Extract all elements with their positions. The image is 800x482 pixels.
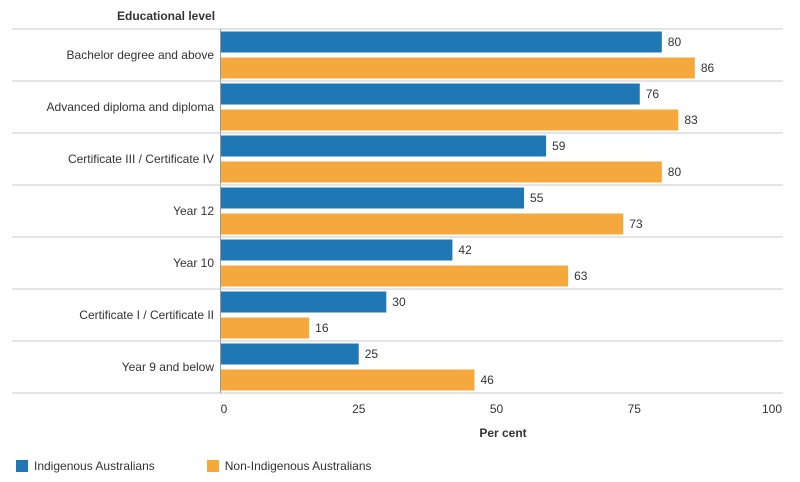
bar-non-indigenous-australians-certificate-iii-certificate-iv [221, 161, 662, 183]
category-label-bachelor-degree-and-above: Bachelor degree and above [67, 48, 215, 62]
value-label-non-indigenous-australians-year-10: 63 [574, 269, 588, 283]
value-label-non-indigenous-australians-certificate-iii-certificate-iv: 80 [668, 165, 682, 179]
x-tick-label-25: 25 [352, 402, 366, 416]
legend-label-indigenous: Indigenous Australians [34, 459, 155, 473]
bar-non-indigenous-australians-certificate-i-certificate-ii [221, 317, 310, 339]
value-label-non-indigenous-australians-certificate-i-certificate-ii: 16 [315, 321, 329, 335]
x-tick-label-50: 50 [490, 402, 504, 416]
value-label-non-indigenous-australians-year-12: 73 [629, 217, 643, 231]
bar-non-indigenous-australians-bachelor-degree-and-above [221, 57, 695, 79]
bar-layer: 80 86 76 83 59 80 55 73 42 63 30 16 25 46 [221, 31, 715, 391]
legend-item-non-indigenous: Non-Indigenous Australians [206, 459, 372, 473]
bar-indigenous-australians-bachelor-degree-and-above [221, 31, 662, 53]
x-tick-label-100: 100 [762, 402, 782, 416]
category-layer: Bachelor degree and above Advanced diplom… [12, 48, 783, 374]
x-tick-label-75: 75 [628, 402, 642, 416]
legend: Indigenous Australians Non-Indigenous Au… [16, 459, 372, 473]
legend-item-indigenous: Indigenous Australians [16, 459, 155, 473]
legend-label-non-indigenous: Non-Indigenous Australians [224, 459, 372, 473]
value-label-non-indigenous-australians-advanced-diploma-and-diploma: 83 [684, 113, 698, 127]
value-label-non-indigenous-australians-year-9-and-below: 46 [480, 373, 494, 387]
bar-indigenous-australians-year-12 [221, 187, 525, 209]
x-axis-title: Per cent [479, 426, 526, 440]
bar-indigenous-australians-year-9-and-below [221, 343, 359, 365]
bar-non-indigenous-australians-year-9-and-below [221, 369, 475, 391]
bar-non-indigenous-australians-year-12 [221, 213, 624, 235]
bar-non-indigenous-australians-advanced-diploma-and-diploma [221, 109, 679, 131]
x-tick-layer: 0 25 50 75 100 [221, 402, 783, 416]
category-label-certificate-iii-certificate-iv: Certificate III / Certificate IV [68, 152, 214, 166]
category-label-year-9-and-below: Year 9 and below [122, 360, 215, 374]
legend-swatch-indigenous [16, 460, 28, 472]
value-label-indigenous-australians-certificate-iii-certificate-iv: 59 [552, 139, 566, 153]
value-label-indigenous-australians-year-9-and-below: 25 [365, 347, 379, 361]
category-label-year-12: Year 12 [173, 204, 214, 218]
bar-indigenous-australians-advanced-diploma-and-diploma [221, 83, 640, 105]
bar-non-indigenous-australians-year-10 [221, 265, 569, 287]
bar-indigenous-australians-certificate-i-certificate-ii [221, 291, 387, 313]
x-tick-label-0: 0 [221, 402, 228, 416]
value-label-indigenous-australians-year-10: 42 [458, 243, 472, 257]
y-axis-title: Educational level [117, 9, 215, 23]
value-label-indigenous-australians-bachelor-degree-and-above: 80 [668, 35, 682, 49]
category-label-year-10: Year 10 [173, 256, 214, 270]
category-label-certificate-i-certificate-ii: Certificate I / Certificate II [79, 308, 214, 322]
bar-indigenous-australians-certificate-iii-certificate-iv [221, 135, 547, 157]
legend-swatch-non-indigenous [206, 460, 219, 472]
bar-indigenous-australians-year-10 [221, 239, 453, 261]
category-label-advanced-diploma-and-diploma: Advanced diploma and diploma [47, 100, 215, 114]
value-label-non-indigenous-australians-bachelor-degree-and-above: 86 [701, 61, 715, 75]
value-label-indigenous-australians-year-12: 55 [530, 191, 544, 205]
value-label-indigenous-australians-advanced-diploma-and-diploma: 76 [646, 87, 660, 101]
value-label-indigenous-australians-certificate-i-certificate-ii: 30 [392, 295, 406, 309]
